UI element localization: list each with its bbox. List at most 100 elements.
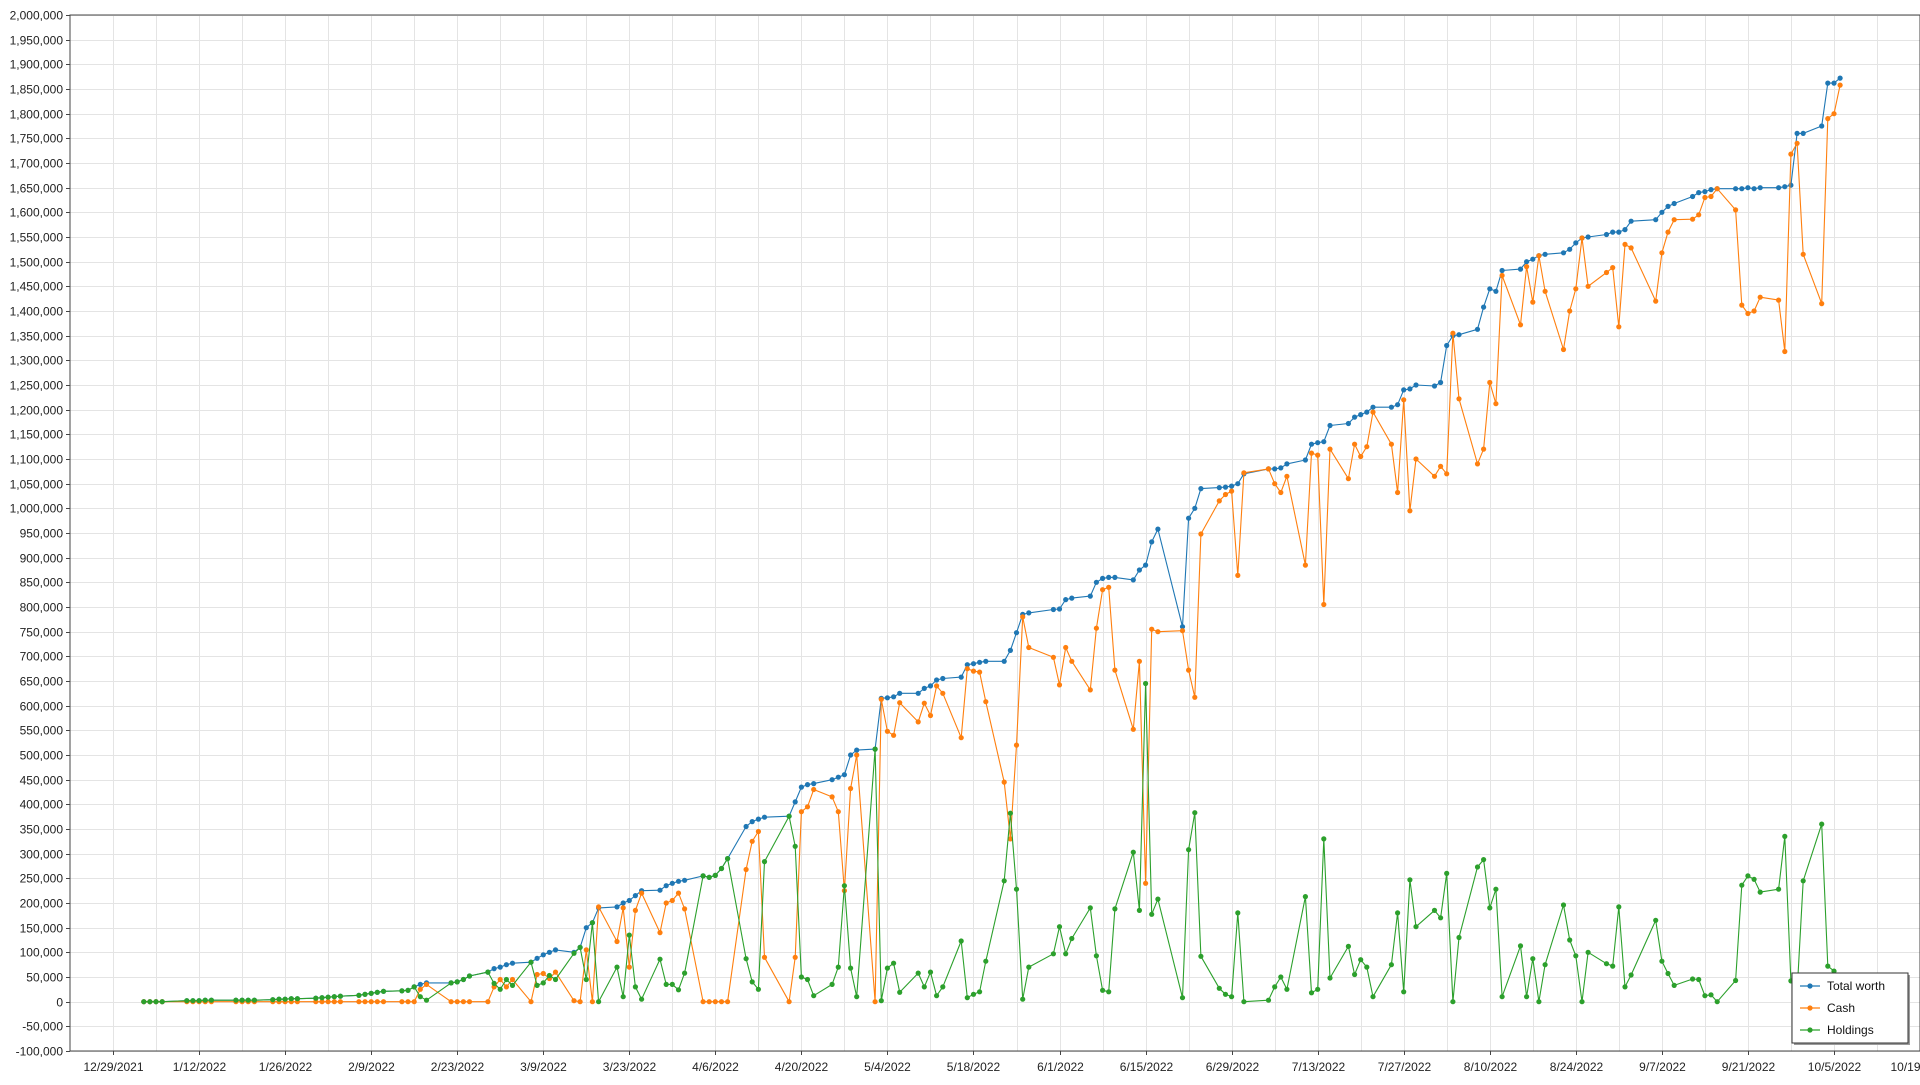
data-point-cash (1395, 489, 1401, 496)
data-point-cash (356, 999, 362, 1005)
data-point-cash (1155, 629, 1161, 635)
data-point-holdings (540, 980, 546, 986)
data-point-cash (804, 804, 811, 810)
data-point-cash (399, 999, 405, 1005)
data-point-total-worth (1136, 567, 1142, 573)
data-point-total-worth (540, 952, 546, 958)
data-point-cash (1401, 397, 1407, 403)
data-point-total-worth (1622, 227, 1628, 233)
data-point-cash (1739, 302, 1745, 308)
data-point-total-worth (1130, 577, 1136, 583)
data-point-holdings (1653, 917, 1659, 923)
legend-label-holdings: Holdings (1827, 1023, 1874, 1037)
data-point-holdings (1628, 972, 1634, 978)
data-point-total-worth (1487, 286, 1493, 292)
y-tick-label: 1,550,000 (10, 231, 64, 245)
data-point-holdings (1327, 975, 1333, 981)
data-point-holdings (528, 959, 534, 965)
data-point-cash (1087, 687, 1093, 693)
y-tick-label: 50,000 (26, 971, 63, 985)
data-point-cash (1487, 379, 1493, 386)
data-point-holdings (251, 997, 257, 1003)
data-point-holdings (1481, 857, 1487, 863)
data-point-holdings (1610, 963, 1616, 969)
data-point-holdings (1321, 836, 1327, 842)
data-point-holdings (792, 843, 798, 849)
data-point-cash (1585, 283, 1591, 289)
data-point-cash (1444, 471, 1450, 477)
data-point-total-worth (1481, 304, 1487, 310)
y-tick-label: 1,750,000 (10, 132, 64, 146)
data-point-holdings (1733, 977, 1739, 984)
x-tick-label: 8/24/2022 (1550, 1060, 1604, 1074)
data-point-cash (1186, 667, 1192, 673)
data-point-total-worth (1192, 505, 1198, 511)
data-point-total-worth (632, 893, 639, 899)
data-point-holdings (1352, 971, 1358, 978)
x-tick-label: 10/5/2022 (1808, 1060, 1862, 1074)
data-point-cash (1536, 253, 1542, 259)
data-point-cash (983, 699, 989, 705)
data-point-total-worth (1444, 342, 1450, 349)
legend[interactable]: Total worth Cash Holdings (1791, 972, 1910, 1045)
data-point-cash (1241, 470, 1247, 476)
data-point-total-worth (1825, 80, 1831, 86)
data-point-total-worth (804, 782, 811, 788)
data-point-holdings (884, 965, 891, 971)
data-point-holdings (1616, 904, 1622, 910)
data-point-cash (848, 785, 854, 792)
data-point-holdings (977, 989, 983, 995)
data-point-holdings (614, 964, 620, 970)
data-point-holdings (1136, 907, 1142, 914)
data-point-holdings (1112, 906, 1118, 912)
data-point-holdings (1825, 963, 1831, 969)
y-tick-label: 1,150,000 (10, 428, 64, 442)
data-point-cash (872, 999, 878, 1005)
data-point-total-worth (1819, 123, 1825, 129)
data-point-holdings (196, 998, 202, 1004)
legend-label-total-worth: Total worth (1827, 979, 1885, 993)
data-point-total-worth (1222, 484, 1229, 490)
x-tick-label: 4/6/2022 (692, 1060, 739, 1074)
data-point-holdings (141, 999, 147, 1005)
data-point-cash (706, 999, 712, 1005)
data-point-total-worth (1776, 185, 1782, 191)
data-point-holdings (583, 976, 589, 983)
data-point-cash (639, 890, 645, 896)
data-point-cash (977, 669, 983, 675)
data-point-holdings (1284, 986, 1290, 992)
data-point-cash (1278, 489, 1284, 496)
data-point-total-worth (1517, 266, 1524, 272)
y-tick-label: 200,000 (20, 897, 64, 911)
data-point-cash (423, 981, 430, 988)
data-point-total-worth (1733, 186, 1739, 192)
data-point-holdings (1302, 894, 1308, 900)
y-tick-label: 150,000 (20, 922, 64, 936)
data-point-cash (509, 976, 516, 983)
data-point-cash (1610, 265, 1616, 271)
data-point-holdings (1050, 951, 1056, 957)
data-point-total-worth (1026, 610, 1032, 616)
data-point-cash (534, 971, 540, 978)
data-point-cash (1751, 308, 1757, 314)
data-point-cash (1370, 409, 1376, 415)
data-point-cash (1481, 446, 1487, 452)
data-point-cash (1321, 601, 1327, 608)
data-point-holdings (632, 984, 639, 990)
data-point-cash (1474, 461, 1481, 467)
legend-label-cash: Cash (1827, 1001, 1855, 1015)
y-tick-label: 1,700,000 (10, 157, 64, 171)
data-point-holdings (1450, 999, 1456, 1005)
data-point-cash (1284, 473, 1290, 479)
data-point-cash (829, 794, 835, 800)
data-point-cash (1788, 151, 1794, 157)
data-point-cash (368, 999, 374, 1005)
y-tick-label: 600,000 (20, 700, 64, 714)
data-point-cash (589, 999, 596, 1005)
data-point-total-worth (1788, 182, 1794, 188)
data-point-holdings (1007, 810, 1014, 816)
data-point-holdings (675, 987, 682, 993)
data-point-cash (1265, 466, 1272, 472)
data-point-total-worth (1352, 414, 1358, 420)
